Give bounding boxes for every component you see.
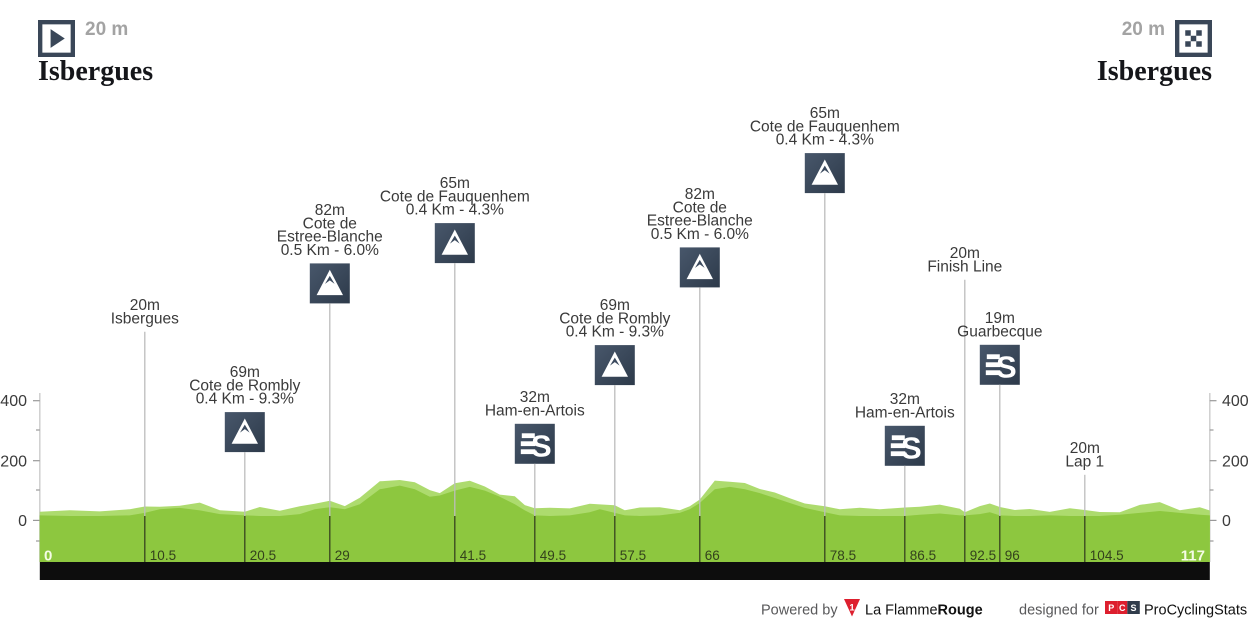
svg-text:Ham-en-Artois: Ham-en-Artois (855, 404, 955, 421)
svg-text:Guarbecque: Guarbecque (957, 323, 1042, 340)
svg-text:86.5: 86.5 (910, 548, 936, 563)
svg-text:1: 1 (849, 603, 855, 614)
svg-text:S: S (1130, 603, 1136, 613)
svg-text:0.5 Km - 6.0%: 0.5 Km - 6.0% (281, 242, 379, 259)
svg-text:C: C (1119, 603, 1126, 613)
svg-text:S: S (901, 430, 921, 465)
svg-text:10.5: 10.5 (150, 548, 176, 563)
svg-text:Lap 1: Lap 1 (1065, 453, 1104, 470)
svg-text:0: 0 (18, 513, 27, 530)
svg-text:La FlammeRouge: La FlammeRouge (865, 603, 983, 619)
svg-text:0: 0 (44, 548, 52, 565)
svg-text:29: 29 (335, 548, 350, 563)
svg-text:designed for: designed for (1019, 603, 1099, 619)
svg-text:200: 200 (0, 454, 27, 471)
svg-text:P: P (1108, 603, 1114, 613)
svg-text:41.5: 41.5 (460, 548, 486, 563)
svg-text:400: 400 (0, 393, 27, 410)
svg-text:0.4 Km - 4.3%: 0.4 Km - 4.3% (776, 132, 874, 149)
svg-text:96: 96 (1005, 548, 1020, 563)
svg-text:78.5: 78.5 (830, 548, 856, 563)
svg-text:ProCyclingStats: ProCyclingStats (1144, 603, 1247, 619)
svg-text:S: S (531, 428, 551, 463)
svg-text:Ham-en-Artois: Ham-en-Artois (485, 402, 585, 419)
svg-text:Finish Line: Finish Line (927, 258, 1002, 275)
svg-text:0.4 Km - 9.3%: 0.4 Km - 9.3% (196, 391, 294, 408)
svg-text:57.5: 57.5 (620, 548, 646, 563)
svg-text:Powered by: Powered by (761, 603, 838, 619)
svg-text:0: 0 (1222, 513, 1231, 530)
svg-text:66: 66 (705, 548, 720, 563)
svg-text:0.5 Km - 6.0%: 0.5 Km - 6.0% (651, 226, 749, 243)
svg-text:400: 400 (1222, 393, 1249, 410)
svg-text:Isbergues: Isbergues (111, 310, 179, 327)
svg-text:49.5: 49.5 (540, 548, 566, 563)
svg-text:0.4 Km - 4.3%: 0.4 Km - 4.3% (406, 202, 504, 219)
svg-text:117: 117 (1181, 548, 1205, 565)
svg-text:92.5: 92.5 (970, 548, 996, 563)
svg-text:200: 200 (1222, 454, 1249, 471)
svg-text:104.5: 104.5 (1090, 548, 1124, 563)
svg-text:20.5: 20.5 (250, 548, 276, 563)
svg-text:0.4 Km - 9.3%: 0.4 Km - 9.3% (566, 324, 664, 341)
svg-text:S: S (996, 349, 1016, 384)
